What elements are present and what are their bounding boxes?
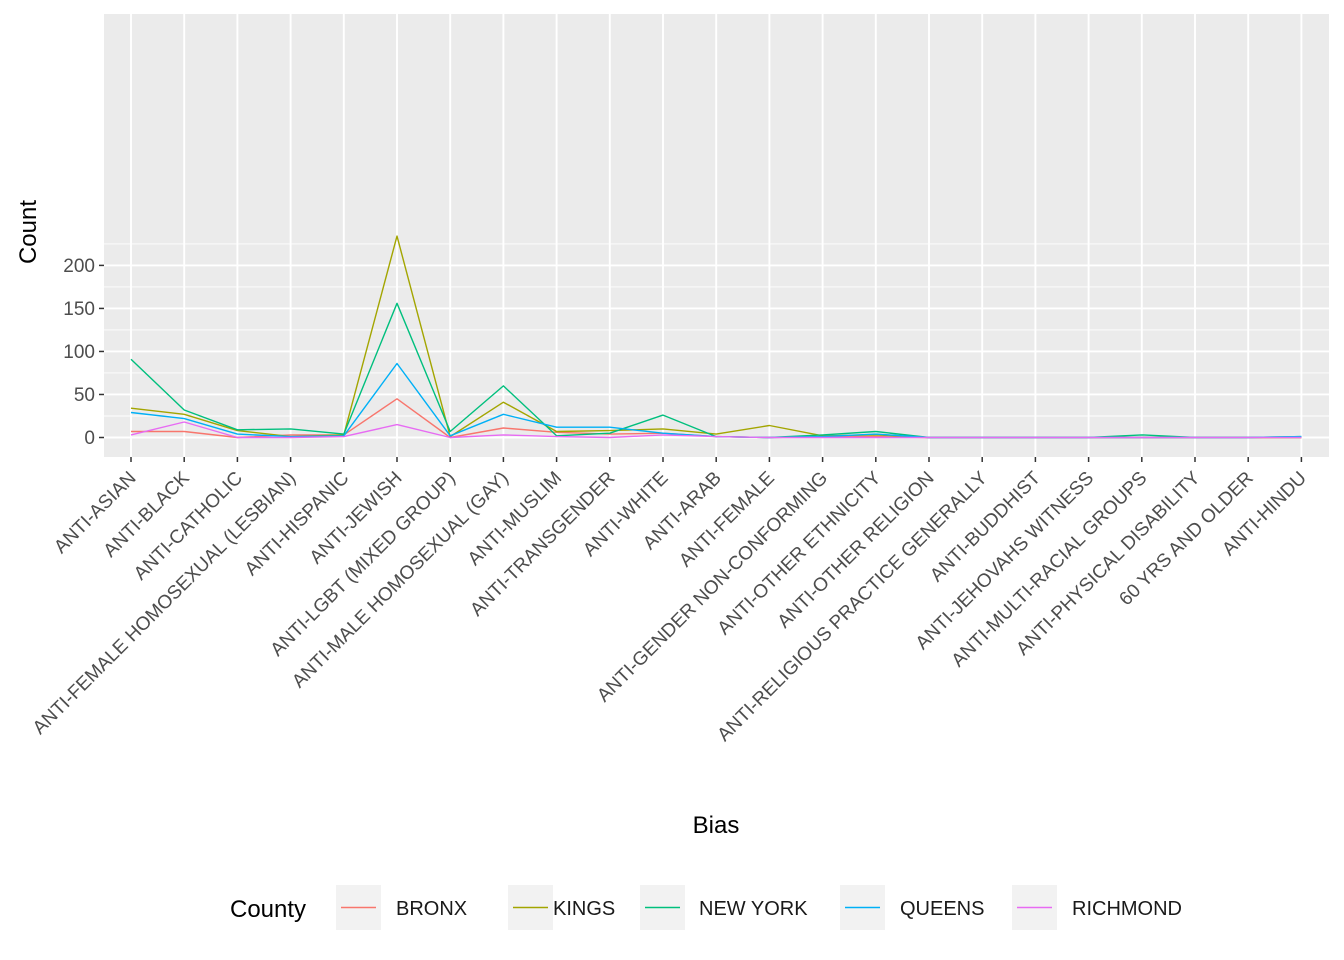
y-axis-title: Count (15, 200, 42, 264)
x-tick-label: ANTI-MULTI-RACIAL GROUPS (948, 468, 1152, 672)
y-tick-label: 0 (84, 428, 95, 449)
legend-label-bronx: BRONX (396, 898, 467, 920)
x-tick-label: ANTI-MUSLIM (464, 468, 566, 570)
legend-label-kings: KINGS (553, 898, 615, 920)
x-tick-label: ANTI-FEMALE (675, 468, 779, 572)
legend-label-richmond: RICHMOND (1072, 898, 1182, 920)
series-line-richmond (130, 421, 1302, 439)
legend: County BRONX KINGS NEW YORK QUEENS RICHMOND (230, 885, 1182, 930)
x-axis-title: Bias (693, 812, 740, 839)
x-axis: ANTI-ASIANANTI-BLACKANTI-CATHOLICANTI-FE… (29, 457, 1311, 746)
y-tick-label: 100 (63, 342, 95, 363)
legend-label-new-york: NEW YORK (699, 898, 808, 920)
y-tick-label: 50 (74, 385, 95, 406)
grid-major (104, 14, 1329, 457)
legend-title: County (230, 896, 306, 923)
y-tick-label: 150 (63, 299, 95, 320)
legend-label-queens: QUEENS (900, 898, 984, 920)
y-axis: 0 50 100 150 200 (63, 256, 104, 449)
x-tick-label: ANTI-JEWISH (306, 468, 407, 569)
y-tick-label: 200 (63, 256, 95, 277)
series-lines (130, 235, 1302, 439)
